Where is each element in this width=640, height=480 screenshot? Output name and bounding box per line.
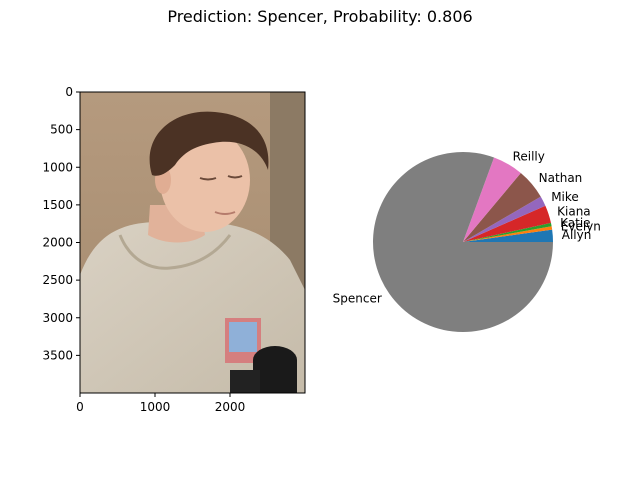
y-tick-label: 500 [50,123,73,137]
pie-label-katie: Katie [560,216,590,230]
y-tick-label: 1000 [42,160,73,174]
photo-image [80,92,305,393]
y-tick-label: 2500 [42,273,73,287]
pie-slice-katie [463,222,552,242]
pie-label-mike: Mike [551,190,579,204]
y-tick-label: 3000 [42,311,73,325]
pie-label-nathan: Nathan [539,171,583,185]
pie-slice-nathan [463,173,541,242]
pie-slice-allyn [463,229,553,242]
pie-slice-mike [463,196,546,242]
figure-title: Prediction: Spencer, Probability: 0.806 [167,7,473,26]
pie-slice-reilly [463,157,521,242]
pie-label-kiana: Kiana [557,204,591,218]
x-tick-label: 2000 [215,400,246,414]
pie-slice-evelyn [463,226,553,242]
pie-label-allyn: Allyn [562,228,592,242]
pie-label-spencer: Spencer [333,292,382,306]
x-tick-label: 1000 [140,400,171,414]
pie-label-reilly: Reilly [513,149,545,163]
y-tick-label: 1500 [42,198,73,212]
pie-label-evelyn: Evelyn [561,220,601,234]
y-tick-label: 2000 [42,236,73,250]
pie-slice-kiana [463,205,551,242]
photo-axes: 0 1000 2000 0 500 1000 1500 2000 2500 3000 3500 [42,85,306,414]
y-tick-label: 3500 [42,348,73,362]
y-tick-label: 0 [65,85,73,99]
photo-frame [79,91,306,394]
pie-slice-spencer [373,151,553,332]
x-tick-label: 0 [76,400,84,414]
